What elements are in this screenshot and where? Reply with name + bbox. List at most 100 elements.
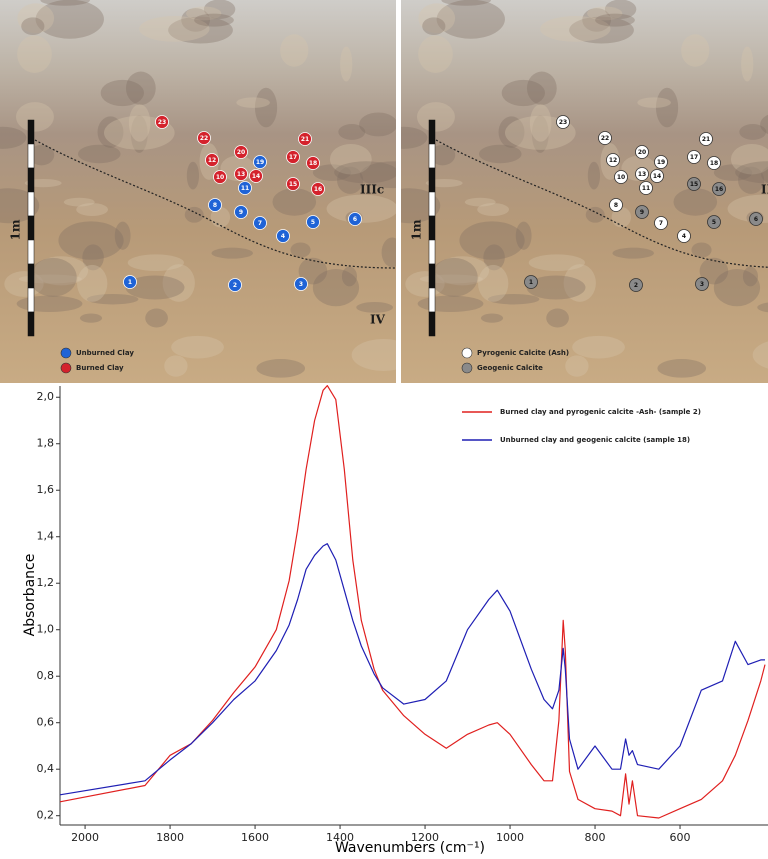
spectrum-line (60, 544, 765, 795)
legend-label: Burned Clay (76, 364, 124, 372)
sample-number: 19 (256, 159, 264, 166)
rock (21, 17, 44, 35)
rock (29, 258, 76, 297)
rock (459, 221, 524, 259)
photo-background (0, 0, 396, 383)
rock (280, 34, 308, 67)
scale-bar-segment (429, 240, 435, 264)
rock (272, 188, 316, 216)
rock (739, 124, 766, 140)
sample-number: 2 (233, 282, 237, 289)
x-tick-label: 1000 (496, 831, 524, 844)
scale-bar-segment (28, 264, 34, 288)
rock (418, 296, 484, 312)
rock (256, 359, 305, 378)
layer-label: IIIc (761, 183, 768, 197)
scale-bar-segment (429, 264, 435, 288)
rock (145, 308, 168, 327)
rock (502, 80, 545, 106)
scale-bar-segment (28, 216, 34, 240)
sample-number: 12 (609, 157, 617, 164)
sample-number: 10 (617, 174, 625, 181)
sample-number: 1 (128, 279, 132, 286)
rock (340, 47, 352, 82)
scale-bar-segment (28, 168, 34, 192)
x-tick-label: 1600 (241, 831, 269, 844)
rock (313, 269, 359, 306)
y-tick-label: 1,8 (37, 437, 55, 450)
sample-number: 3 (700, 281, 704, 288)
rock (80, 314, 102, 323)
y-tick-label: 0,2 (37, 809, 55, 822)
legend-marker (61, 348, 71, 358)
y-tick-label: 0,4 (37, 762, 55, 775)
y-tick-label: 1,2 (37, 576, 55, 589)
sample-number: 2 (634, 282, 638, 289)
layer-label: IIIc (360, 183, 384, 197)
rock (595, 14, 635, 27)
rock (194, 14, 234, 27)
rock (58, 221, 123, 259)
rock (417, 102, 455, 131)
rock (741, 47, 753, 82)
spectrum-line (60, 386, 765, 818)
scale-bar-segment (28, 288, 34, 312)
rock (115, 222, 131, 250)
scale-bar-segment (28, 144, 34, 168)
rock (77, 265, 107, 302)
rock (187, 162, 199, 190)
rock (673, 188, 717, 216)
sample-number: 21 (702, 136, 710, 143)
legend-label: Burned clay and pyrogenic calcite -Ash- … (500, 408, 701, 416)
rock (516, 222, 532, 250)
sample-number: 5 (311, 219, 315, 226)
rock (290, 242, 310, 257)
sample-number: 13 (638, 171, 646, 178)
x-tick-label: 600 (670, 831, 691, 844)
sample-number: 4 (682, 233, 686, 240)
sample-number: 12 (208, 157, 216, 164)
scale-bar-segment (429, 312, 435, 336)
photo-panel: 1mIIIcIV12345678910111213141516171819202… (378, 0, 768, 383)
rock (572, 336, 625, 359)
sample-number: 6 (353, 216, 357, 223)
rock (418, 35, 453, 73)
rock (637, 97, 671, 107)
sample-number: 8 (614, 202, 618, 209)
scale-bar-segment (28, 192, 34, 216)
sample-number: 20 (237, 149, 245, 156)
rock (691, 242, 711, 257)
legend-label: Geogenic Calcite (477, 364, 543, 372)
y-tick-label: 1,4 (37, 530, 55, 543)
rock (164, 355, 187, 376)
sample-number: 18 (710, 160, 718, 167)
photo-panel: 1mIIIcIV12345678910111213141516171819202… (0, 0, 424, 383)
sample-number: 16 (715, 186, 723, 193)
figure: 1mIIIcIV12345678910111213141516171819202… (0, 0, 768, 859)
legend-marker (462, 348, 472, 358)
sample-number: 10 (216, 174, 224, 181)
rock (382, 238, 403, 268)
sample-number: 9 (640, 209, 644, 216)
y-tick-label: 2,0 (37, 390, 55, 403)
rock (714, 269, 760, 306)
y-tick-label: 1,0 (37, 623, 55, 636)
sample-number: 16 (314, 186, 322, 193)
sample-number: 15 (690, 181, 698, 188)
sample-number: 7 (659, 220, 663, 227)
rock (612, 248, 653, 259)
sample-number: 18 (309, 160, 317, 167)
rock (16, 102, 54, 131)
scale-label: 1m (410, 219, 424, 240)
y-tick-label: 0,8 (37, 669, 55, 682)
rock (565, 355, 588, 376)
sample-number: 20 (638, 149, 646, 156)
rock (17, 35, 52, 73)
rock (465, 198, 496, 207)
legend-marker (61, 363, 71, 373)
rock (681, 34, 709, 67)
sample-number: 22 (601, 135, 609, 142)
scale-bar-segment (429, 216, 435, 240)
rock (171, 336, 224, 359)
sample-number: 22 (200, 135, 208, 142)
